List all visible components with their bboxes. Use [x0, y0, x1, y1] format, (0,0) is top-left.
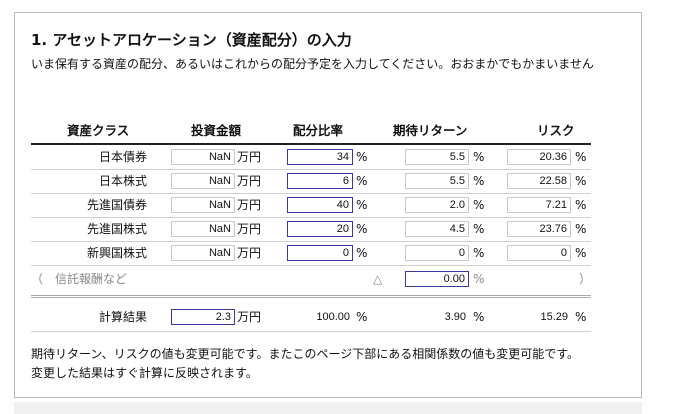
allocation-unit: %	[356, 150, 368, 164]
result-row: 計算結果 2.3 万円 100.00 % 3.90 % 15.29 %	[31, 305, 591, 329]
allocation-input[interactable]	[287, 245, 353, 261]
return-input[interactable]	[405, 149, 469, 165]
result-return-unit: %	[473, 310, 485, 324]
result-risk: 15.29	[540, 311, 568, 323]
table-header: 資産クラス 投資金額 配分比率 期待リターン リスク	[31, 119, 591, 143]
return-input[interactable]	[405, 221, 469, 237]
result-allocation: 100.00	[316, 311, 350, 323]
risk-input[interactable]	[507, 173, 571, 189]
amount-field: NaN	[171, 173, 235, 189]
fees-row: （ 信託報酬など △ % ）	[31, 267, 591, 291]
amount-unit: 万円	[237, 150, 262, 164]
notes: 期待リターン、リスクの値も変更可能です。またこのページ下部にある相関係数の値も変…	[31, 345, 631, 383]
return-input[interactable]	[405, 245, 469, 261]
row-divider	[31, 217, 591, 218]
allocation-unit: %	[356, 174, 368, 188]
asset-name: 先進国株式	[86, 222, 147, 236]
row-divider	[31, 241, 591, 242]
table-row: 先進国株式 NaN 万円 % % %	[31, 217, 591, 241]
amount-field: NaN	[171, 149, 235, 165]
risk-input[interactable]	[507, 245, 571, 261]
return-unit: %	[473, 222, 485, 236]
amount-unit: 万円	[237, 174, 262, 188]
risk-input[interactable]	[507, 221, 571, 237]
result-bottom-divider	[31, 331, 591, 332]
note-line-1: 期待リターン、リスクの値も変更可能です。またこのページ下部にある相関係数の値も変…	[31, 347, 580, 361]
amount-unit: 万円	[237, 222, 262, 236]
allocation-input[interactable]	[287, 173, 353, 189]
result-return: 3.90	[444, 311, 466, 323]
asset-name: 先進国債券	[86, 198, 147, 212]
result-amount-unit: 万円	[237, 310, 262, 324]
header-investment: 投資金額	[191, 123, 242, 138]
asset-name: 新興国株式	[86, 246, 147, 260]
fees-label: 信託報酬など	[55, 272, 128, 286]
risk-unit: %	[575, 222, 587, 236]
row-divider	[31, 169, 591, 170]
table-row: 日本債券 NaN 万円 % % %	[31, 145, 591, 169]
allocation-input[interactable]	[287, 221, 353, 237]
return-input[interactable]	[405, 197, 469, 213]
return-input[interactable]	[405, 173, 469, 189]
risk-input[interactable]	[507, 149, 571, 165]
allocation-unit: %	[356, 246, 368, 260]
return-unit: %	[473, 150, 485, 164]
header-allocation: 配分比率	[293, 123, 344, 138]
amount-field: NaN	[171, 221, 235, 237]
result-amount: 2.3	[171, 309, 235, 325]
fees-open-paren: （	[31, 272, 44, 286]
row-divider	[31, 193, 591, 194]
fees-close-paren: ）	[579, 272, 592, 286]
fees-triangle-icon: △	[373, 272, 383, 286]
table-row: 日本株式 NaN 万円 % % %	[31, 169, 591, 193]
table-row: 新興国株式 NaN 万円 % % %	[31, 241, 591, 265]
risk-unit: %	[575, 174, 587, 188]
header-divider	[31, 143, 591, 145]
return-unit: %	[473, 198, 485, 212]
result-label: 計算結果	[98, 310, 147, 324]
bottom-strip	[14, 402, 642, 414]
result-divider	[31, 295, 591, 298]
allocation-input[interactable]	[287, 197, 353, 213]
header-risk: リスク	[537, 123, 575, 138]
row-divider	[31, 265, 591, 266]
header-expected-return: 期待リターン	[393, 123, 468, 138]
asset-allocation-panel: 1. アセットアロケーション（資産配分）の入力 いま保有する資産の配分、あるいは…	[14, 12, 642, 398]
fees-unit: %	[473, 272, 485, 286]
amount-field: NaN	[171, 245, 235, 261]
allocation-unit: %	[356, 198, 368, 212]
header-asset-class: 資産クラス	[67, 123, 130, 138]
result-risk-unit: %	[575, 310, 587, 324]
result-alloc-unit: %	[356, 310, 368, 324]
asset-name: 日本株式	[98, 174, 147, 188]
risk-unit: %	[575, 246, 587, 260]
amount-unit: 万円	[237, 246, 262, 260]
risk-input[interactable]	[507, 197, 571, 213]
allocation-unit: %	[356, 222, 368, 236]
amount-field: NaN	[171, 197, 235, 213]
risk-unit: %	[575, 150, 587, 164]
section-intro: いま保有する資産の配分、あるいはこれからの配分予定を入力してください。おおまかで…	[31, 57, 594, 71]
risk-unit: %	[575, 198, 587, 212]
amount-unit: 万円	[237, 198, 262, 212]
fees-input[interactable]	[405, 271, 469, 287]
allocation-input[interactable]	[287, 149, 353, 165]
asset-name: 日本債券	[98, 150, 147, 164]
table-row: 先進国債券 NaN 万円 % % %	[31, 193, 591, 217]
section-title: 1. アセットアロケーション（資産配分）の入力	[31, 31, 352, 49]
return-unit: %	[473, 246, 485, 260]
note-line-2: 変更した結果はすぐ計算に反映されます。	[31, 366, 258, 380]
return-unit: %	[473, 174, 485, 188]
